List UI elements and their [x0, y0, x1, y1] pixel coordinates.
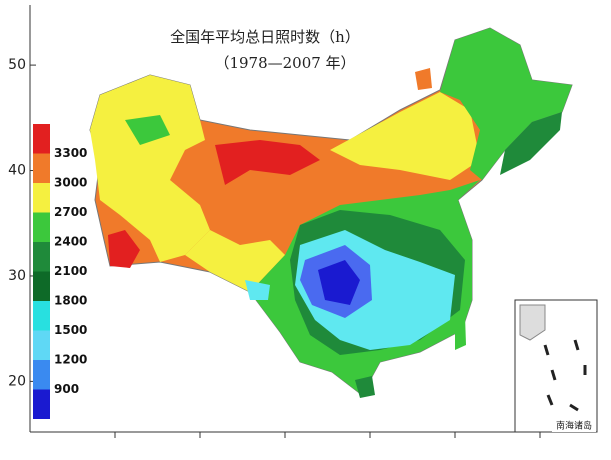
south-sea-inset — [514, 299, 598, 433]
lon-ticks — [114, 432, 541, 438]
legend-label: 2700 — [54, 205, 87, 219]
legend-swatch — [33, 360, 50, 390]
legend-label: 3000 — [54, 176, 87, 190]
legend-swatch — [33, 153, 50, 183]
legend-swatch — [33, 271, 50, 301]
legend-swatch — [33, 242, 50, 272]
legend-swatch — [33, 301, 50, 331]
legend-swatch — [33, 389, 50, 419]
legend-label: 1200 — [54, 353, 87, 367]
legend-label: 2400 — [54, 235, 87, 249]
china-map — [89, 27, 573, 398]
legend-label: 900 — [54, 382, 79, 396]
legend-swatch — [33, 124, 50, 154]
lat-tick-label: 20 — [8, 373, 26, 389]
legend-label: 2100 — [54, 264, 87, 278]
subtitle: （1978—2007 年） — [214, 54, 355, 72]
lat-tick-label: 30 — [8, 268, 26, 284]
legend-label: 1500 — [54, 323, 87, 337]
legend-swatch — [33, 330, 50, 360]
legend-label: 3300 — [54, 146, 87, 160]
legend: 3300 3000 2700 2400 2100 1800 1500 1200 900 — [33, 124, 87, 419]
inset-label-bg — [552, 420, 596, 432]
lat-axis-group: 50 40 30 20 — [8, 57, 36, 389]
legend-swatch — [33, 183, 50, 213]
legend-swatch — [33, 212, 50, 242]
legend-label: 1800 — [54, 294, 87, 308]
title: 全国年平均总日照时数（h） — [170, 28, 360, 46]
lat-tick-label: 50 — [8, 57, 26, 73]
inset-label: 南海诸岛 — [556, 420, 592, 432]
lat-tick-label: 40 — [8, 163, 26, 179]
